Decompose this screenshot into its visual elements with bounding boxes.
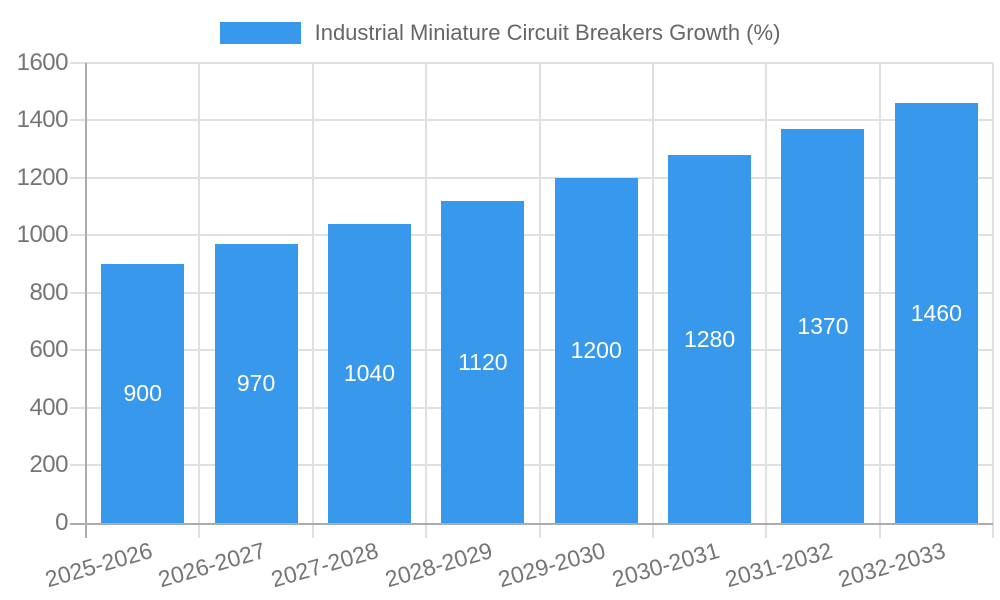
y-tick-label: 400: [29, 393, 68, 421]
y-tick-label: 200: [29, 451, 68, 479]
x-gridline: [765, 62, 768, 523]
x-tick-label: 2030-2031: [608, 537, 722, 593]
x-tick-label: 2028-2029: [382, 537, 495, 593]
bar-2031-2032[interactable]: [781, 128, 865, 523]
bar-value-label: 1460: [910, 299, 962, 326]
x-tick: [651, 523, 654, 538]
x-tick: [198, 523, 201, 538]
x-tick-label: 2026-2027: [155, 537, 269, 593]
legend-item[interactable]: Industrial Miniature Circuit Breakers Gr…: [0, 18, 1000, 48]
x-gridline: [538, 62, 541, 523]
y-tick: [70, 234, 86, 237]
bar-value-label: 1040: [343, 360, 396, 387]
y-tick-label: 1400: [16, 106, 69, 134]
x-tick: [992, 523, 994, 538]
x-gridline: [992, 62, 994, 523]
y-tick-label: 600: [29, 336, 68, 364]
y-tick: [70, 349, 86, 352]
x-gridline: [425, 62, 428, 523]
x-tick: [765, 523, 768, 538]
x-tick-label: 2025-2026: [41, 537, 155, 593]
x-gridline: [198, 62, 201, 523]
y-tick-label: 800: [29, 278, 68, 306]
y-axis-line: [85, 62, 87, 538]
x-tick: [538, 523, 541, 538]
bar-2025-2026[interactable]: [101, 263, 185, 523]
x-tick: [425, 523, 428, 538]
x-tick-label: 2027-2028: [268, 537, 382, 593]
x-gridline: [878, 62, 881, 523]
bar-value-label: 970: [236, 370, 276, 397]
y-tick: [70, 291, 86, 294]
bar-2030-2031[interactable]: [668, 154, 752, 523]
x-tick: [878, 523, 881, 538]
y-tick: [70, 61, 86, 64]
legend-swatch: [219, 22, 301, 44]
bar-2028-2029[interactable]: [441, 200, 525, 523]
bar-2032-2033[interactable]: [894, 102, 978, 523]
y-tick: [70, 176, 86, 179]
legend-label: Industrial Miniature Circuit Breakers Gr…: [314, 20, 781, 45]
bar-value-label: 1200: [570, 337, 622, 364]
y-tick: [70, 464, 86, 467]
y-tick-label: 0: [55, 509, 68, 536]
x-gridline: [651, 62, 654, 523]
bar-2027-2028[interactable]: [327, 223, 411, 523]
bar-value-label: 900: [123, 380, 162, 407]
y-tick-label: 1600: [16, 48, 69, 76]
bar-2026-2027[interactable]: [214, 243, 298, 523]
x-gridline: [311, 62, 314, 523]
x-axis-line: [70, 523, 993, 525]
y-tick-label: 1200: [16, 163, 69, 191]
x-tick-label: 2032-2033: [835, 537, 949, 593]
x-tick-label: 2029-2030: [495, 537, 609, 593]
y-tick: [70, 119, 86, 122]
bar-value-label: 1280: [683, 325, 736, 352]
y-tick: [70, 406, 86, 409]
bar-value-label: 1370: [797, 312, 849, 339]
x-tick: [311, 523, 314, 538]
bar-value-label: 1120: [458, 348, 508, 375]
x-tick-label: 2031-2032: [722, 537, 836, 593]
y-tick-label: 1000: [16, 221, 69, 249]
bar-2029-2030[interactable]: [554, 177, 638, 523]
